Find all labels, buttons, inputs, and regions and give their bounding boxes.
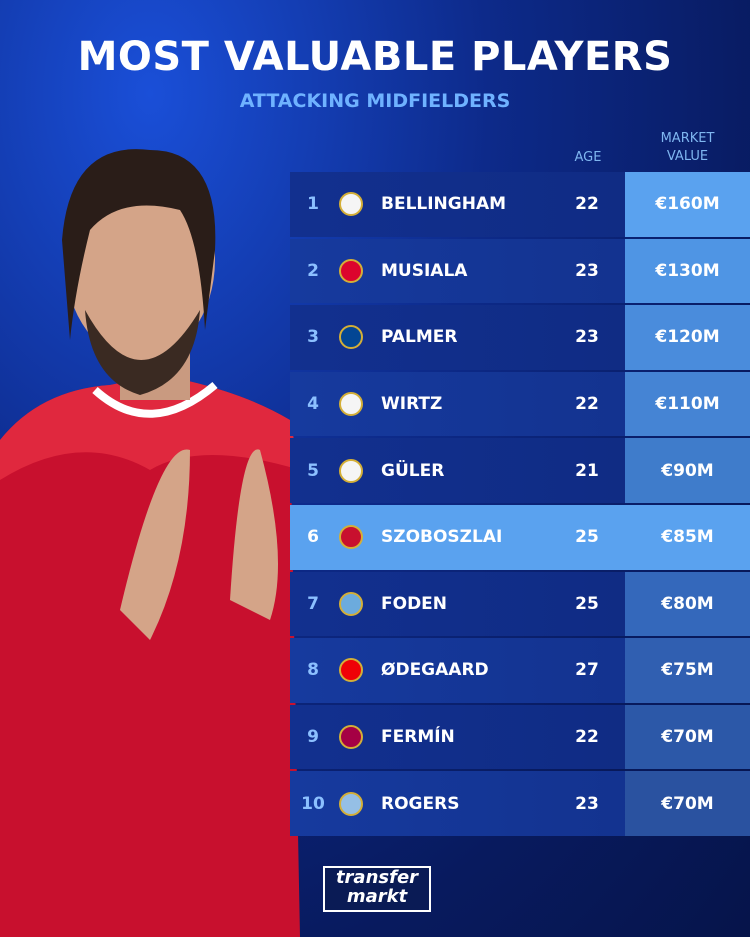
table-row: 2 MUSIALA 23 €130M	[290, 238, 750, 304]
column-header: AGE	[574, 150, 602, 165]
table-row: 1 BELLINGHAM 22 €160M	[290, 172, 750, 237]
table: 1 BELLINGHAM 22 €160M 2 MUSIALA 23 €130M 3 PALMER…	[290, 172, 750, 838]
club-badge	[336, 572, 366, 637]
player-name: PALMER	[381, 327, 458, 348]
player-name: WIRTZ	[381, 394, 443, 415]
market-value: €120M	[625, 305, 750, 370]
table-row: 6 SZOBOSZLAI 25 €85M	[290, 504, 750, 570]
rank: 5	[307, 460, 319, 481]
table-row: 7 FODEN 25 €80M	[290, 571, 750, 637]
badge-icon	[339, 658, 363, 683]
badge-icon	[339, 591, 363, 616]
market-value: €110M	[625, 371, 750, 437]
badge-icon	[339, 258, 363, 283]
table-row: 9 FERMÍN 22 €70M	[290, 704, 750, 770]
badge-icon	[339, 458, 363, 483]
age: 22	[575, 727, 599, 748]
market-value: €90M	[625, 438, 750, 503]
rank: 2	[307, 260, 319, 281]
market-value: €85M	[661, 527, 714, 548]
badge-icon	[339, 192, 363, 217]
table-row: 5 GÜLER 21 €90M	[290, 438, 750, 503]
badge-icon	[339, 325, 363, 350]
age: 25	[575, 593, 599, 614]
player-name: ØDEGAARD	[381, 660, 489, 681]
player-name: FERMÍN	[381, 727, 455, 748]
club-badge	[336, 638, 366, 703]
logo-text: markt	[346, 886, 408, 907]
rank: 9	[307, 727, 319, 748]
badge-icon	[339, 725, 363, 750]
market-value: €70M	[625, 771, 750, 836]
club-badge	[336, 372, 366, 437]
market-value: €160M	[625, 172, 750, 237]
title: MOST VALUABLE PLAYERS	[77, 34, 673, 80]
rank: 10	[301, 793, 325, 814]
badge-icon	[339, 525, 363, 550]
club-badge	[336, 239, 366, 304]
player-name: SZOBOSZLAI	[381, 527, 503, 548]
market-value: €130M	[625, 238, 750, 304]
club-badge	[336, 172, 366, 237]
rank: 7	[307, 593, 319, 614]
rank: 6	[307, 527, 319, 548]
player-name: GÜLER	[381, 460, 445, 481]
age: 21	[575, 460, 599, 481]
player-name: ROGERS	[381, 793, 460, 814]
club-badge	[336, 505, 366, 570]
column-header: MARKET VALUE	[660, 131, 715, 164]
age: 22	[575, 194, 599, 215]
rank: 1	[307, 194, 319, 215]
club-badge	[336, 305, 366, 370]
age: 22	[575, 394, 599, 415]
market-value: €75M	[625, 638, 750, 703]
player-photo	[0, 149, 300, 937]
player-name: MUSIALA	[381, 260, 468, 281]
subtitle: ATTACKING MIDFIELDERS	[239, 90, 511, 112]
age: 27	[575, 660, 599, 681]
logo-text: transfer	[335, 867, 419, 888]
age: 23	[575, 793, 599, 814]
player-name: BELLINGHAM	[381, 194, 507, 215]
club-badge	[336, 705, 366, 770]
table-row: 10 ROGERS 23 €70M	[290, 771, 750, 836]
badge-icon	[339, 392, 363, 417]
rank: 8	[307, 660, 319, 681]
age: 23	[575, 260, 599, 281]
market-value: €80M	[625, 571, 750, 637]
club-badge	[336, 438, 366, 503]
player-name: FODEN	[381, 593, 448, 614]
rank: 3	[307, 327, 319, 348]
table-row: 8 ØDEGAARD 27 €75M	[290, 638, 750, 703]
club-badge	[336, 771, 366, 836]
market-value: €70M	[625, 704, 750, 770]
age: 25	[575, 527, 599, 548]
logo: transfer markt	[323, 866, 431, 912]
rank: 4	[307, 394, 319, 415]
table-row: 3 PALMER 23 €120M	[290, 305, 750, 370]
badge-icon	[339, 791, 363, 816]
table-row: 4 WIRTZ 22 €110M	[290, 371, 750, 437]
age: 23	[575, 327, 599, 348]
